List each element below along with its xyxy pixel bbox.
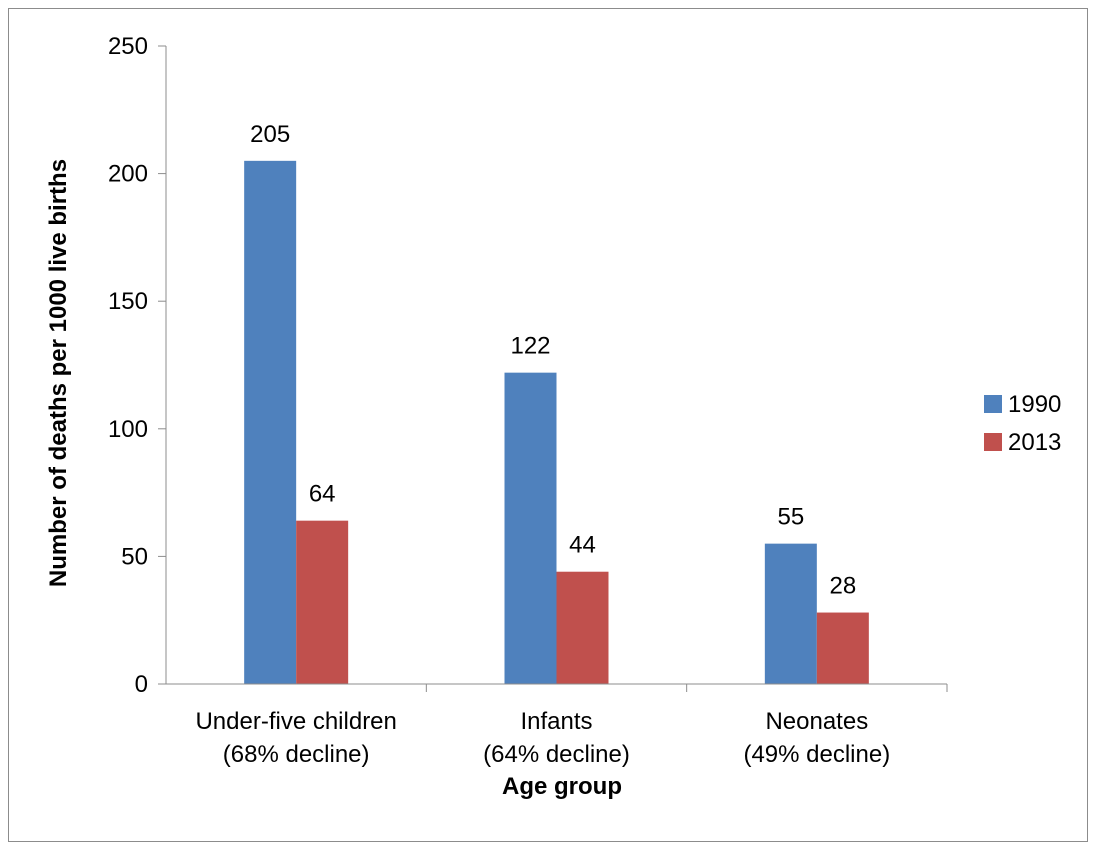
y-tick-label: 250 (108, 33, 148, 60)
y-axis-ticks: 0 50 100 150 200 250 (108, 33, 166, 698)
data-label-2013-2: 28 (829, 573, 856, 600)
axes (158, 46, 948, 692)
data-label-1990-2: 55 (777, 504, 804, 531)
legend: 1990 2013 (984, 391, 1061, 456)
legend-label-2013: 2013 (1008, 429, 1061, 456)
x-category-label: Under-five children (195, 708, 396, 735)
x-category-label: (49% decline) (743, 741, 890, 768)
y-tick-label: 150 (108, 288, 148, 315)
y-tick-label: 200 (108, 161, 148, 188)
y-tick-label: 0 (135, 671, 148, 698)
bar-1990-2 (764, 543, 817, 684)
y-tick-label: 50 (121, 543, 148, 570)
legend-swatch-1990 (984, 395, 1002, 413)
x-category-label: (68% decline) (223, 741, 370, 768)
x-category-label: (64% decline) (483, 741, 630, 768)
legend-swatch-2013 (984, 433, 1002, 451)
data-labels: 205 64 122 44 55 28 (250, 121, 856, 600)
bar-1990-0 (244, 160, 297, 685)
bar-chart: 0 50 100 150 200 250 205 64 122 44 55 28 Under-fiv… (45, 33, 1061, 800)
x-category-label: Infants (520, 708, 592, 735)
bar-2013-2 (816, 612, 869, 684)
bar-2013-1 (556, 571, 609, 684)
bar-2013-0 (296, 520, 349, 684)
bar-1990-1 (504, 372, 557, 684)
bars (244, 160, 869, 685)
y-tick-label: 100 (108, 416, 148, 443)
x-axis-categories: Under-five children (68% decline) Infants (… (195, 708, 890, 768)
y-axis-title: Number of deaths per 1000 live births (45, 159, 72, 587)
data-label-1990-0: 205 (250, 121, 290, 148)
x-category-label: Neonates (765, 708, 868, 735)
legend-label-1990: 1990 (1008, 391, 1061, 418)
data-label-2013-1: 44 (569, 532, 596, 559)
chart-frame: 0 50 100 150 200 250 205 64 122 44 55 28 Under-fiv… (8, 8, 1088, 842)
data-label-1990-1: 122 (510, 333, 550, 360)
data-label-2013-0: 64 (309, 481, 336, 508)
x-axis-title: Age group (502, 773, 622, 800)
